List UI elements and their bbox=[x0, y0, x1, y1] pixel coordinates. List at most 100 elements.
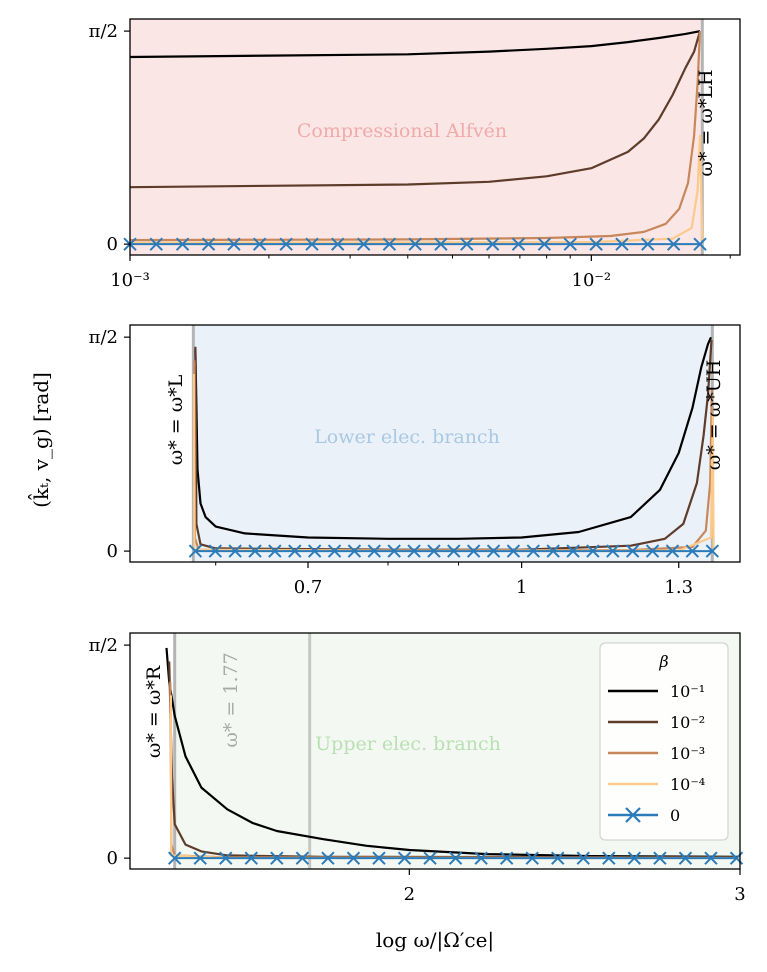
legend-label-4: 0 bbox=[670, 806, 680, 825]
series-marker-18 bbox=[627, 851, 642, 865]
series-marker-23 bbox=[645, 544, 660, 558]
series-marker-19 bbox=[566, 544, 580, 558]
vline-label-1: ω* = 1.77 bbox=[220, 652, 242, 747]
series-marker-11 bbox=[408, 237, 422, 251]
series-line-2 bbox=[130, 31, 702, 242]
series-marker-16 bbox=[506, 544, 521, 558]
region-fill bbox=[130, 19, 703, 255]
legend-entries: 10⁻¹ 10⁻² 10⁻³ 10⁻⁴ 0 bbox=[608, 682, 705, 825]
series-marker-0 bbox=[167, 851, 182, 865]
legend-marker bbox=[625, 807, 641, 823]
series-marker-6 bbox=[321, 851, 335, 865]
series-marker-1 bbox=[193, 851, 207, 865]
series-marker-13 bbox=[499, 851, 514, 865]
plot-area bbox=[130, 19, 704, 255]
series-marker-15 bbox=[486, 544, 501, 558]
series-marker-2 bbox=[228, 544, 242, 558]
series-marker-19 bbox=[615, 237, 629, 251]
series-marker-20 bbox=[641, 237, 655, 251]
axes-frame bbox=[129, 18, 741, 256]
series-marker-21 bbox=[606, 544, 620, 558]
legend-box bbox=[599, 642, 729, 841]
series-marker-18 bbox=[589, 237, 603, 251]
region-label: Lower elec. branch bbox=[314, 426, 500, 448]
series-marker-7 bbox=[327, 544, 342, 558]
x-tick-label: 3 bbox=[734, 884, 745, 905]
series-marker-14 bbox=[485, 237, 500, 251]
series-marker-16 bbox=[576, 851, 590, 865]
legend-label-0: 10⁻¹ bbox=[670, 682, 705, 701]
legend-title: β bbox=[658, 652, 668, 671]
series-marker-19 bbox=[653, 851, 667, 865]
plot-area bbox=[191, 325, 715, 562]
axes-frame bbox=[129, 324, 741, 563]
y-tick-label: 0 bbox=[107, 848, 118, 869]
series-marker-8 bbox=[372, 851, 386, 865]
vline-label-1: ω* = ω*UH bbox=[703, 360, 725, 471]
series-marker-17 bbox=[563, 237, 577, 251]
series-line-0 bbox=[130, 30, 701, 59]
y-tick-label: 0 bbox=[107, 234, 118, 255]
region-label: Upper elec. branch bbox=[315, 733, 501, 755]
x-tick-label: 0.7 bbox=[294, 577, 323, 598]
series-marker-5 bbox=[288, 544, 302, 558]
series-marker-5 bbox=[295, 851, 310, 865]
series-marker-2 bbox=[175, 237, 190, 251]
series-marker-1 bbox=[208, 544, 223, 558]
series-line-1 bbox=[194, 339, 713, 551]
series-marker-18 bbox=[546, 544, 560, 558]
series-marker-6 bbox=[307, 544, 322, 558]
x-tick-label: 10⁻² bbox=[572, 270, 612, 291]
axes-frame bbox=[129, 632, 741, 870]
series-marker-24 bbox=[665, 544, 680, 558]
series-marker-14 bbox=[466, 544, 481, 558]
series-marker-26 bbox=[705, 544, 720, 558]
x-axis-title: log ω/|Ω′ce| bbox=[376, 928, 494, 953]
series-marker-7 bbox=[305, 237, 319, 251]
region-label: Compressional Alfvén bbox=[297, 120, 507, 142]
series-marker-20 bbox=[678, 851, 693, 865]
series-line-1 bbox=[130, 30, 702, 189]
legend: β 10⁻¹ 10⁻² 10⁻³ 10⁻⁴ 0 bbox=[599, 642, 729, 841]
series-marker-4 bbox=[270, 851, 284, 865]
region-fill bbox=[193, 325, 713, 562]
series-marker-10 bbox=[423, 851, 437, 865]
series-marker-3 bbox=[248, 544, 262, 558]
series-marker-3 bbox=[201, 237, 216, 251]
series-marker-1 bbox=[149, 237, 163, 251]
series-marker-8 bbox=[331, 237, 345, 251]
y-tick-label: π/2 bbox=[89, 21, 118, 42]
series-marker-12 bbox=[427, 544, 441, 558]
series-marker-13 bbox=[460, 237, 474, 251]
series-marker-17 bbox=[526, 544, 541, 558]
x-tick-label: 10⁻³ bbox=[110, 270, 150, 291]
series-marker-4 bbox=[268, 544, 282, 558]
series-line-0 bbox=[194, 336, 713, 540]
series-marker-15 bbox=[511, 237, 526, 251]
series-marker-21 bbox=[704, 851, 718, 865]
series-marker-12 bbox=[474, 851, 488, 865]
series-marker-11 bbox=[407, 544, 421, 558]
legend-label-3: 10⁻⁴ bbox=[670, 775, 705, 794]
legend-label-1: 10⁻² bbox=[670, 713, 705, 732]
series-marker-4 bbox=[227, 237, 241, 251]
series-marker-22 bbox=[625, 544, 640, 558]
vline-label-0: ω* = ω*LH bbox=[695, 69, 717, 176]
vline-label-0: ω* = ω*R bbox=[143, 665, 165, 758]
series-marker-20 bbox=[586, 544, 600, 558]
series-marker-10 bbox=[382, 237, 397, 251]
legend-label-2: 10⁻³ bbox=[670, 744, 705, 763]
series-marker-11 bbox=[448, 851, 463, 865]
y-tick-label: π/2 bbox=[89, 635, 118, 656]
panel-lower-electron-branch: Lower elec. branch ω* = ω*L ω* = ω*UH 0 π/2 0… bbox=[89, 324, 741, 598]
series-line-0 bbox=[165, 647, 740, 858]
series-marker-5 bbox=[252, 237, 267, 251]
series-marker-3 bbox=[244, 851, 258, 865]
series-marker-17 bbox=[602, 851, 616, 865]
series-marker-10 bbox=[387, 544, 401, 558]
series-marker-8 bbox=[347, 544, 362, 558]
series-marker-14 bbox=[525, 851, 539, 865]
series-marker-6 bbox=[279, 237, 293, 251]
panel-compressional-alfven: Compressional Alfvén ω* = ω*LH 0 π/2 10⁻³ 10⁻… bbox=[89, 18, 741, 291]
y-tick-label: π/2 bbox=[89, 327, 118, 348]
